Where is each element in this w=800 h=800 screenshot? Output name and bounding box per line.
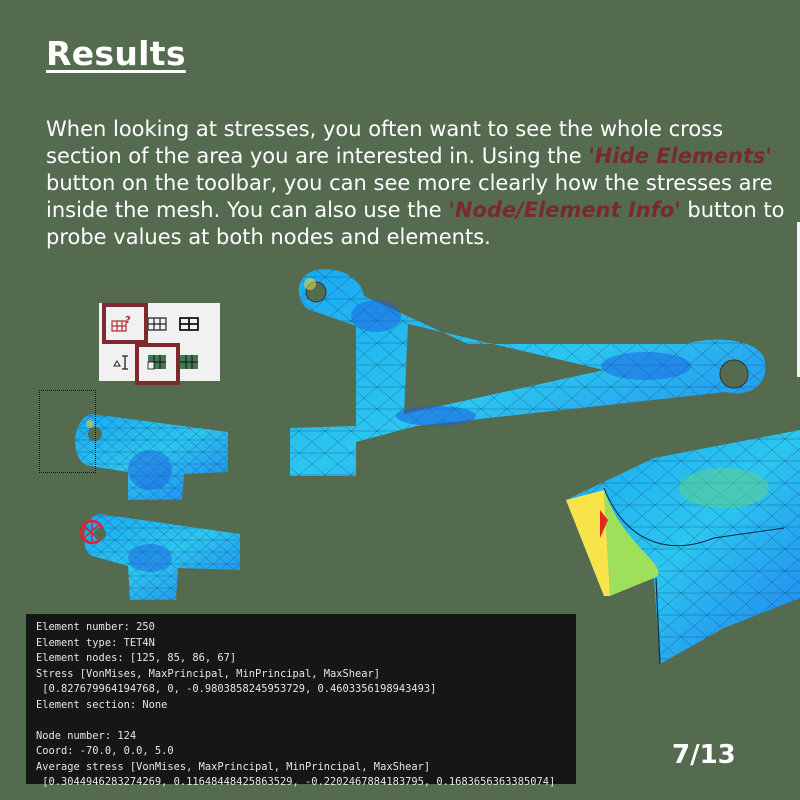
mesh-grid-bold-icon bbox=[179, 317, 199, 331]
console-line bbox=[36, 713, 566, 729]
stress-hotspot bbox=[304, 278, 316, 290]
mesh-grid-bold-button[interactable] bbox=[175, 311, 203, 337]
console-line: Element number: 250 bbox=[36, 621, 155, 633]
text-cursor-button[interactable] bbox=[107, 349, 135, 375]
svg-text:?: ? bbox=[125, 315, 131, 326]
console-line: Stress [VonMises, MaxPrincipal, MinPrinc… bbox=[36, 667, 381, 680]
node-element-info-highlight: 'Node/Element Info' bbox=[448, 198, 681, 222]
node-element-info-focus-frame bbox=[102, 303, 148, 344]
mesh-grid-button[interactable] bbox=[143, 311, 171, 337]
console-line: Element nodes: [125, 85, 86, 67] bbox=[36, 652, 237, 664]
hide-elements-button[interactable] bbox=[143, 349, 171, 375]
info-console: Element number: 250 Element type: TET4N El… bbox=[26, 614, 576, 788]
shaded-mesh-button[interactable] bbox=[175, 349, 203, 375]
small-mesh-view-1 bbox=[75, 414, 229, 500]
paragraph-text-3: button to probe values at both nodes and… bbox=[46, 198, 785, 249]
small-mesh-view-2 bbox=[80, 514, 240, 600]
node-element-info-button[interactable]: ? bbox=[107, 311, 135, 337]
cross-section-mesh-view bbox=[566, 430, 800, 665]
paragraph-text-1: When looking at stresses, you often want… bbox=[46, 117, 724, 168]
mesh-grid-icon bbox=[147, 317, 167, 331]
console-line: [0.827679964194768, 0, -0.98038582459537… bbox=[36, 683, 437, 695]
page-indicator: 7/13 bbox=[672, 740, 736, 770]
shaded-mesh-icon bbox=[180, 355, 198, 369]
paragraph-text-2: button on the toolbar, you can see more … bbox=[46, 171, 773, 222]
hide-elements-icon bbox=[147, 355, 166, 370]
slide-title: Results bbox=[46, 34, 186, 73]
console-line: Average stress [VonMises, MaxPrincipal, … bbox=[36, 760, 431, 773]
console-line: [0.3044946283274269, 0.11648448425863529… bbox=[36, 776, 556, 788]
console-line: Element section: None bbox=[36, 698, 168, 711]
bracket-mesh-view bbox=[290, 269, 766, 476]
mesh-toolbar: ? bbox=[99, 303, 220, 385]
console-line: Element type: TET4N bbox=[36, 636, 155, 649]
hide-elements-focus-frame bbox=[135, 343, 180, 385]
slide-paragraph: When looking at stresses, you often want… bbox=[46, 116, 786, 251]
selection-box bbox=[39, 390, 96, 473]
console-line: Coord: -70.0, 0.0, 5.0 bbox=[36, 745, 174, 757]
offscreen-panel-edge bbox=[797, 222, 800, 377]
node-element-info-icon: ? bbox=[111, 315, 131, 332]
console-line: Node number: 124 bbox=[36, 729, 137, 742]
hide-elements-highlight: 'Hide Elements' bbox=[588, 144, 772, 168]
text-cursor-icon bbox=[113, 355, 128, 370]
